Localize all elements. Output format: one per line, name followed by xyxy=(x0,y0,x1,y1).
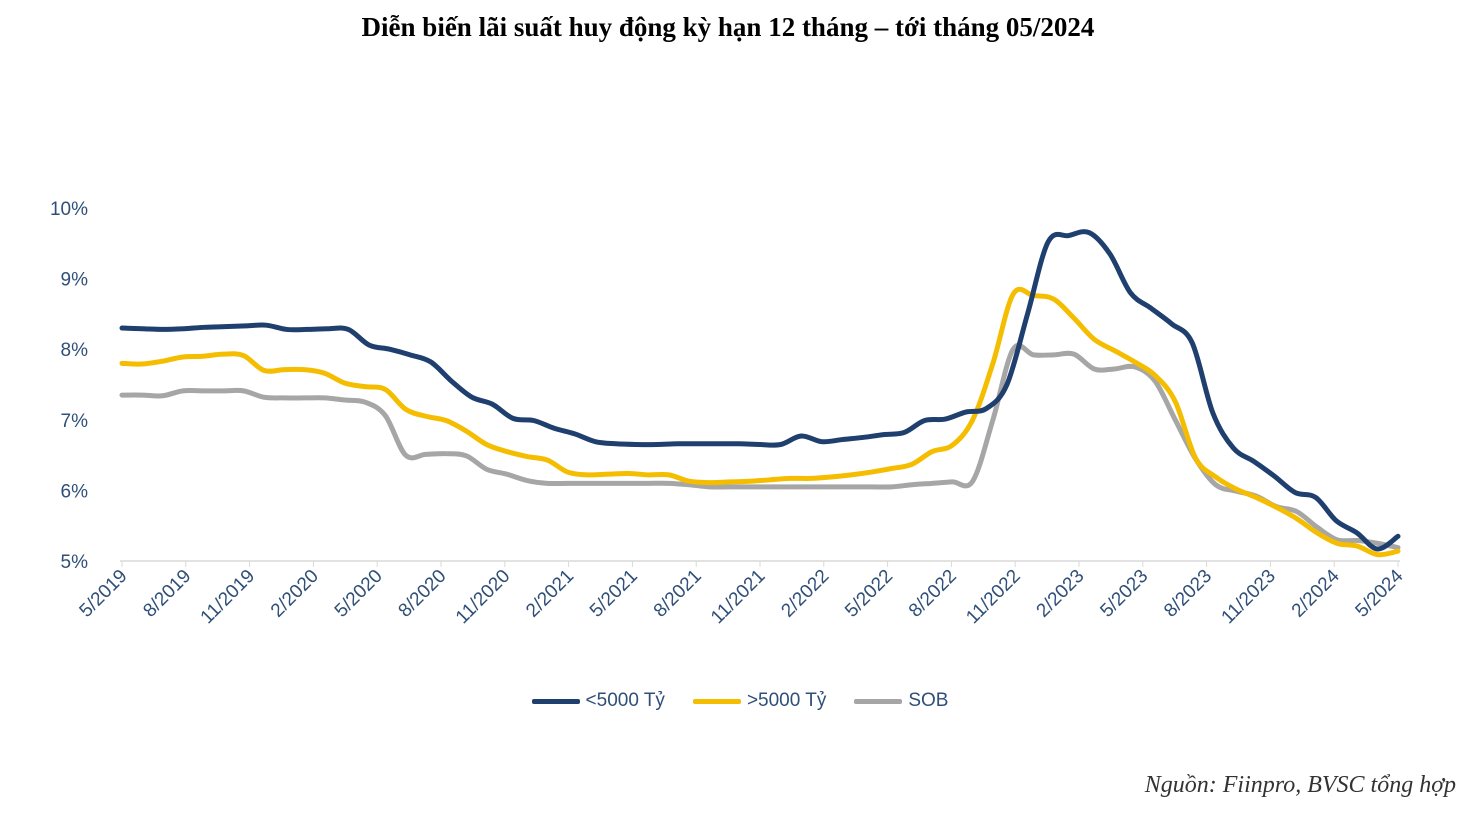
legend-label-small-banks: <5000 Tỷ xyxy=(585,690,665,711)
x-tick-label: 2/2024 xyxy=(1288,565,1344,621)
y-axis: 5% 6% 7% 8% 9% 10% xyxy=(50,199,88,573)
x-tick-label: 2/2020 xyxy=(267,566,323,622)
y-tick-label: 8% xyxy=(61,340,89,361)
y-tick-label: 6% xyxy=(61,481,89,502)
legend-swatch-small-banks xyxy=(531,698,580,704)
legend-swatch-large-banks xyxy=(692,698,741,704)
x-tick-label: 8/2023 xyxy=(1160,566,1216,622)
x-tick-label: 8/2020 xyxy=(395,566,451,622)
series-line-large-banks xyxy=(119,286,1401,558)
legend-item-small-banks: <5000 Tỷ xyxy=(531,690,665,712)
x-tick-label: 5/2024 xyxy=(1352,565,1408,621)
x-tick-label: 8/2021 xyxy=(650,566,706,622)
x-tick-label: 2/2021 xyxy=(522,566,578,622)
chart-title: Diễn biến lãi suất huy động kỳ hạn 12 th… xyxy=(361,12,1095,42)
legend-label-sob: SOB xyxy=(908,690,949,711)
x-tick-label: 2/2022 xyxy=(777,566,833,622)
y-tick-label: 9% xyxy=(61,270,89,291)
legend-swatch-sob xyxy=(854,698,903,704)
x-tick-label: 5/2019 xyxy=(76,566,132,622)
series-layer xyxy=(119,229,1401,558)
legend-item-sob: SOB xyxy=(854,690,948,712)
series-line-small-banks xyxy=(119,229,1401,552)
legend-item-large-banks: >5000 Tỷ xyxy=(692,690,827,712)
x-tick-label: 2/2023 xyxy=(1033,566,1089,622)
legend-label-large-banks: >5000 Tỷ xyxy=(746,690,827,711)
x-tick-label: 5/2021 xyxy=(586,566,642,622)
y-tick-label: 5% xyxy=(61,552,89,573)
series-line-sob xyxy=(119,342,1401,551)
x-tick-label: 11/2019 xyxy=(197,566,259,628)
y-tick-label: 10% xyxy=(50,199,88,220)
x-tick-label: 11/2023 xyxy=(1218,566,1280,628)
x-tick-label: 11/2021 xyxy=(707,566,769,628)
x-tick-label: 11/2022 xyxy=(962,566,1024,628)
y-tick-label: 7% xyxy=(61,411,89,432)
x-tick-label: 5/2020 xyxy=(331,566,387,622)
source-note: Nguồn: Fiinpro, BVSC tổng hợp xyxy=(1144,772,1456,798)
x-tick-label: 5/2023 xyxy=(1096,566,1152,622)
x-tick-label: 11/2020 xyxy=(452,566,514,628)
x-tick-label: 5/2022 xyxy=(841,566,897,622)
x-tick-label: 8/2022 xyxy=(905,566,961,622)
legend: <5000 Tỷ >5000 Tỷ SOB xyxy=(0,690,1480,712)
x-axis: 5/2019 8/2019 11/2019 2/2020 5/2020 8/2020 11/… xyxy=(76,561,1408,628)
x-tick-label: 8/2019 xyxy=(139,566,195,622)
